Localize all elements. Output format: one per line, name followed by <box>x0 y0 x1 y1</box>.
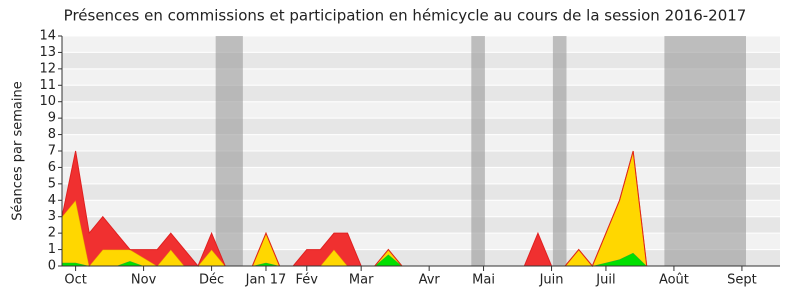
x-tick-label: Août <box>659 273 689 288</box>
y-tick-label: 0 <box>48 259 56 274</box>
y-tick-label: 11 <box>39 78 56 93</box>
x-tick-label: Juin <box>539 273 564 288</box>
chart-title: Présences en commissions et participatio… <box>64 7 747 25</box>
vacation-band <box>215 36 243 266</box>
x-tick-label: Fév <box>296 273 319 288</box>
y-tick-label: 3 <box>48 209 56 224</box>
y-tick-label: 14 <box>39 29 56 44</box>
x-tick-label: Juil <box>595 273 615 288</box>
area-line <box>61 150 648 267</box>
y-tick-label: 12 <box>39 61 56 76</box>
x-tick-label: Nov <box>131 273 157 288</box>
vacation-band <box>664 36 747 266</box>
x-tick-label: Déc <box>199 273 224 288</box>
y-axis-label: Séances par semaine <box>11 81 26 220</box>
y-tick-label: 8 <box>48 127 56 142</box>
vacation-band <box>552 36 567 266</box>
x-tick-label: Mar <box>349 273 374 288</box>
y-tick-label: 4 <box>48 193 56 208</box>
y-tick-label: 7 <box>48 144 56 159</box>
area-fill <box>62 151 647 266</box>
x-tick-label: Sept <box>727 273 757 288</box>
x-tick-label: Oct <box>64 273 86 288</box>
y-tick-label: 6 <box>48 160 56 175</box>
y-tick-label: 13 <box>39 45 56 60</box>
x-tick-label: Mai <box>472 273 495 288</box>
y-tick-label: 5 <box>48 176 56 191</box>
y-tick-label: 10 <box>39 94 56 109</box>
y-tick-label: 2 <box>48 226 56 241</box>
y-tick-label: 9 <box>48 111 56 126</box>
x-tick-label: Jan 17 <box>245 273 287 288</box>
vacation-band <box>471 36 485 266</box>
x-tick-label: Avr <box>419 273 441 288</box>
y-tick-label: 1 <box>48 242 56 257</box>
